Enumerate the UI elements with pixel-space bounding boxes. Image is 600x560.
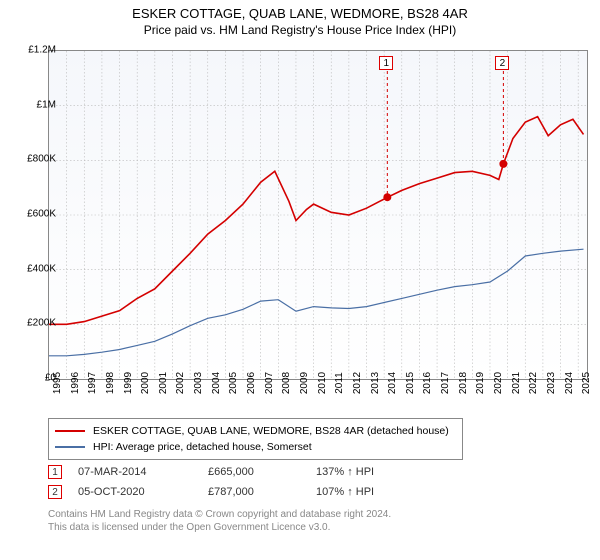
legend-row: ESKER COTTAGE, QUAB LANE, WEDMORE, BS28 … <box>55 423 456 439</box>
x-tick-label: 1996 <box>70 372 81 394</box>
x-tick-label: 2004 <box>211 372 222 394</box>
legend-label-property: ESKER COTTAGE, QUAB LANE, WEDMORE, BS28 … <box>93 425 449 437</box>
x-tick-label: 2015 <box>405 372 416 394</box>
x-tick-label: 2006 <box>246 372 257 394</box>
x-tick-label: 2007 <box>264 372 275 394</box>
x-tick-label: 2003 <box>193 372 204 394</box>
event-date: 07-MAR-2014 <box>78 466 208 478</box>
page-title: ESKER COTTAGE, QUAB LANE, WEDMORE, BS28 … <box>0 0 600 21</box>
event-pct: 107% ↑ HPI <box>316 486 416 498</box>
footer-line-2: This data is licensed under the Open Gov… <box>48 521 391 534</box>
x-tick-label: 2002 <box>175 372 186 394</box>
event-marker-2: 2 <box>48 485 62 499</box>
marker-dot <box>383 193 391 201</box>
x-tick-label: 2005 <box>228 372 239 394</box>
x-tick-label: 2008 <box>281 372 292 394</box>
x-tick-label: 2023 <box>546 372 557 394</box>
x-tick-label: 2025 <box>581 372 592 394</box>
event-pct: 137% ↑ HPI <box>316 466 416 478</box>
x-tick-label: 2019 <box>475 372 486 394</box>
chart-container: ESKER COTTAGE, QUAB LANE, WEDMORE, BS28 … <box>0 0 600 560</box>
x-tick-label: 2016 <box>422 372 433 394</box>
x-tick-label: 2009 <box>299 372 310 394</box>
chart-lines-svg <box>49 51 587 379</box>
x-tick-label: 2021 <box>511 372 522 394</box>
legend-swatch-property <box>55 430 85 432</box>
x-tick-label: 2010 <box>317 372 328 394</box>
y-tick-label: £1M <box>12 99 56 110</box>
legend-box: ESKER COTTAGE, QUAB LANE, WEDMORE, BS28 … <box>48 418 463 460</box>
footer-line-1: Contains HM Land Registry data © Crown c… <box>48 508 391 521</box>
page-subtitle: Price paid vs. HM Land Registry's House … <box>0 21 600 37</box>
marker-number-box: 2 <box>495 56 509 70</box>
footer-attribution: Contains HM Land Registry data © Crown c… <box>48 508 391 534</box>
event-price: £787,000 <box>208 486 316 498</box>
events-table: 1 07-MAR-2014 £665,000 137% ↑ HPI 2 05-O… <box>48 462 416 502</box>
x-tick-label: 2017 <box>440 372 451 394</box>
event-row: 1 07-MAR-2014 £665,000 137% ↑ HPI <box>48 462 416 482</box>
series-line-property <box>49 117 584 325</box>
x-tick-label: 2001 <box>158 372 169 394</box>
x-tick-label: 2020 <box>493 372 504 394</box>
x-tick-label: 2022 <box>528 372 539 394</box>
x-tick-label: 2012 <box>352 372 363 394</box>
y-tick-label: £800K <box>12 154 56 165</box>
x-tick-label: 2000 <box>140 372 151 394</box>
x-tick-label: 2013 <box>370 372 381 394</box>
x-tick-label: 1995 <box>52 372 63 394</box>
legend-swatch-hpi <box>55 446 85 448</box>
marker-number-box: 1 <box>379 56 393 70</box>
event-marker-1: 1 <box>48 465 62 479</box>
x-tick-label: 1998 <box>105 372 116 394</box>
legend-row: HPI: Average price, detached house, Some… <box>55 439 456 455</box>
x-tick-label: 2011 <box>334 372 345 394</box>
x-tick-label: 1997 <box>87 372 98 394</box>
event-date: 05-OCT-2020 <box>78 486 208 498</box>
y-tick-label: £1.2M <box>12 45 56 56</box>
y-tick-label: £600K <box>12 209 56 220</box>
legend-label-hpi: HPI: Average price, detached house, Some… <box>93 441 312 453</box>
series-line-hpi <box>49 249 584 356</box>
event-row: 2 05-OCT-2020 £787,000 107% ↑ HPI <box>48 482 416 502</box>
x-tick-label: 2018 <box>458 372 469 394</box>
y-tick-label: £0 <box>12 373 56 384</box>
event-price: £665,000 <box>208 466 316 478</box>
x-tick-label: 2014 <box>387 372 398 394</box>
chart-plot-area <box>48 50 588 380</box>
x-tick-label: 1999 <box>123 372 134 394</box>
y-tick-label: £400K <box>12 263 56 274</box>
marker-dot <box>499 160 507 168</box>
y-tick-label: £200K <box>12 318 56 329</box>
x-tick-label: 2024 <box>564 372 575 394</box>
